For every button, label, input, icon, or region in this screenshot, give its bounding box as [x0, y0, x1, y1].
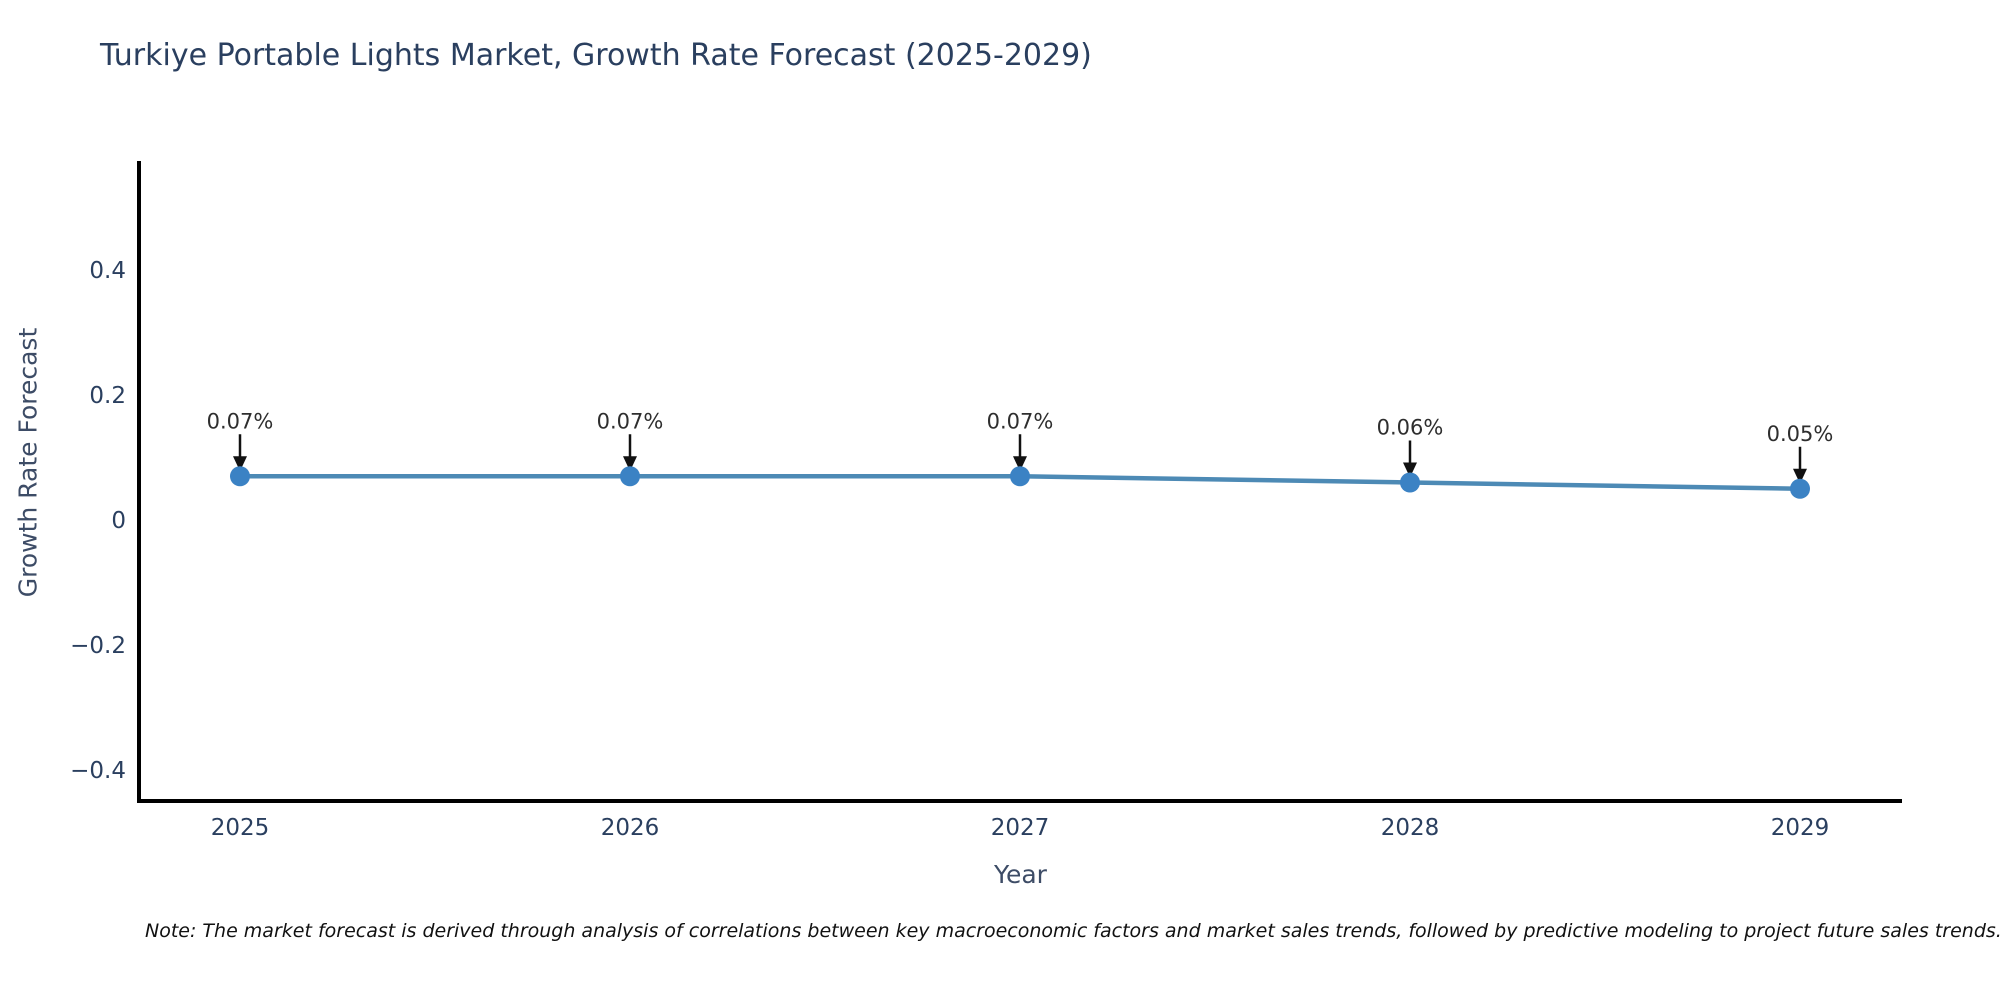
y-tick-label: 0 [111, 508, 126, 534]
data-point-label: 0.07% [207, 409, 274, 433]
annotation-arrow-head [233, 456, 247, 472]
x-tick-label: 2025 [211, 815, 270, 841]
annotation-arrow-head [623, 456, 637, 472]
axis-spines [137, 161, 1902, 803]
data-point-marker [1790, 478, 1810, 499]
data-point-marker [230, 466, 250, 487]
y-tick-label: −0.2 [70, 633, 126, 659]
y-tick-label: −0.4 [70, 758, 126, 784]
data-point-marker [1010, 466, 1030, 487]
annotation-arrow-head [1403, 462, 1417, 478]
chart-title: Turkiye Portable Lights Market, Growth R… [100, 38, 1092, 73]
x-tick-label: 2026 [601, 815, 660, 841]
y-axis-title: Growth Rate Forecast [13, 327, 43, 598]
data-point-label: 0.06% [1377, 416, 1444, 440]
data-point-marker [1400, 472, 1420, 493]
x-axis-title: Year [994, 860, 1047, 889]
footnote: Note: The market forecast is derived thr… [145, 920, 2000, 942]
x-tick-label: 2027 [991, 815, 1050, 841]
annotation-arrow-head [1013, 456, 1027, 472]
data-point-label: 0.07% [597, 409, 664, 433]
y-tick-label: 0.4 [89, 258, 126, 284]
data-point-label: 0.07% [987, 409, 1054, 433]
y-tick-label: 0.2 [89, 383, 126, 409]
x-tick-label: 2029 [1771, 815, 1830, 841]
x-tick-label: 2028 [1381, 815, 1440, 841]
data-point-label: 0.05% [1767, 422, 1834, 446]
annotation-arrow-head [1793, 468, 1807, 484]
data-point-marker [620, 466, 640, 487]
